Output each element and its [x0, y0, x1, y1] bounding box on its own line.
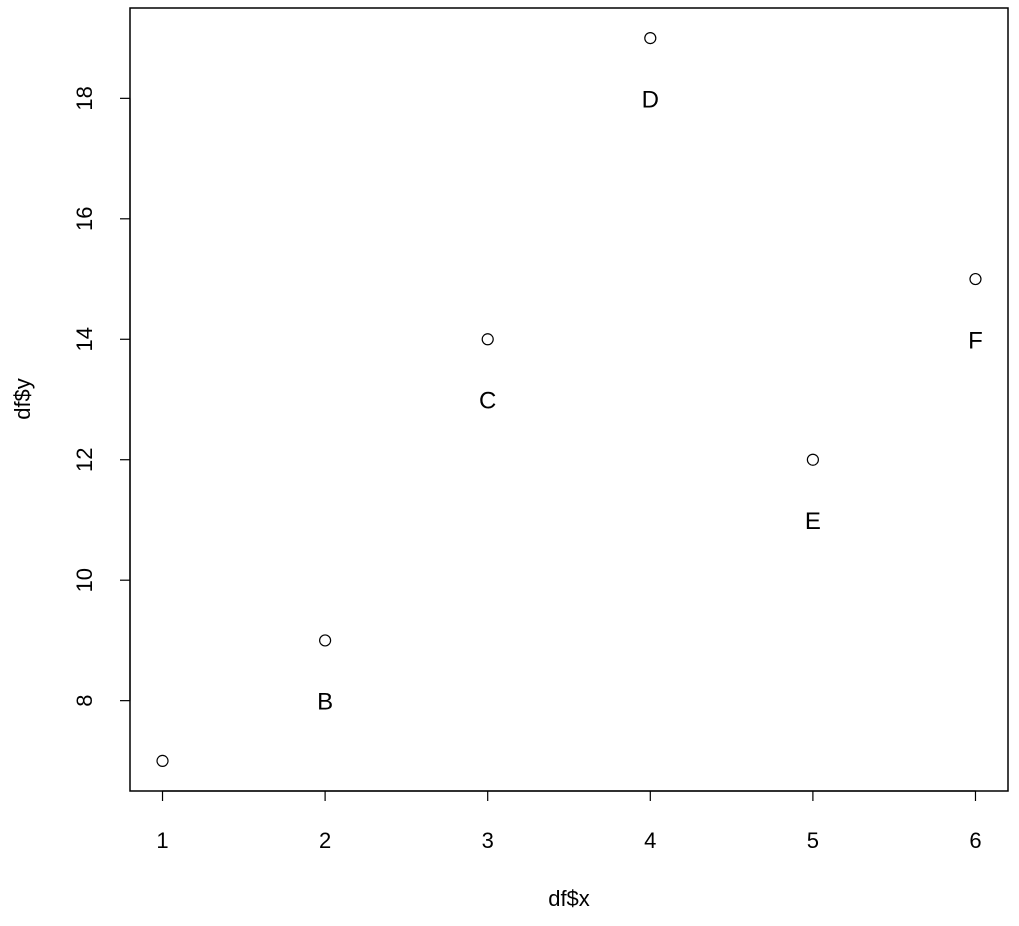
data-point — [969, 272, 982, 286]
point-labels: B C D E F — [317, 86, 983, 715]
data-point — [481, 333, 494, 346]
x-tick-label: 1 — [156, 828, 168, 853]
point-label: B — [317, 689, 333, 716]
x-axis-label: df$x — [548, 886, 590, 911]
y-tick-label: 12 — [72, 447, 97, 471]
data-point — [156, 754, 169, 767]
y-tick-label: 18 — [72, 86, 97, 110]
plot-frame — [129, 7, 1009, 792]
point-label: C — [479, 388, 496, 415]
point-label: E — [805, 508, 821, 535]
x-axis: 1 2 3 4 5 6 — [156, 790, 982, 853]
y-axis: 8 10 12 14 16 18 — [72, 86, 131, 707]
point-label: F — [968, 327, 983, 354]
data-point — [644, 32, 657, 45]
x-tick-label: 5 — [807, 828, 819, 853]
y-tick-label: 10 — [72, 568, 97, 592]
y-tick-label: 8 — [72, 695, 97, 707]
data-points — [156, 32, 982, 767]
point-label: D — [642, 86, 659, 113]
y-tick-label: 14 — [72, 327, 97, 351]
data-point — [806, 453, 819, 466]
x-tick-label: 2 — [319, 828, 331, 853]
data-point — [319, 634, 332, 647]
x-tick-label: 3 — [482, 828, 494, 853]
y-tick-label: 16 — [72, 207, 97, 231]
x-tick-label: 6 — [969, 828, 981, 853]
y-axis-label: df$y — [10, 378, 35, 420]
x-tick-label: 4 — [644, 828, 656, 853]
